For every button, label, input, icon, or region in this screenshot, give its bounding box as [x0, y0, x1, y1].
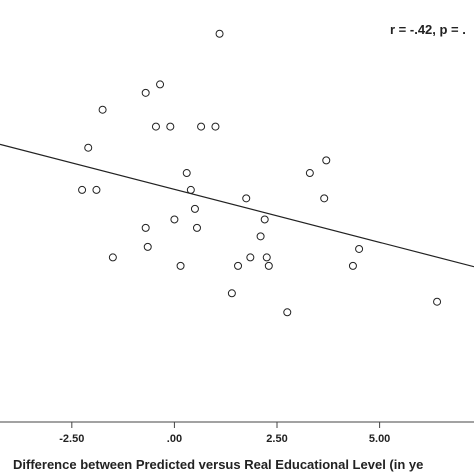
data-point: [92, 185, 101, 194]
data-point: [322, 156, 331, 165]
x-axis-title: Difference between Predicted versus Real…: [13, 457, 423, 472]
x-tick-label: 2.50: [266, 433, 287, 445]
data-point: [305, 169, 314, 178]
data-point: [264, 261, 273, 270]
data-point: [141, 88, 150, 97]
data-point: [348, 261, 357, 270]
data-point: [197, 122, 206, 131]
data-point: [98, 105, 107, 114]
data-point: [192, 223, 201, 232]
data-point: [433, 297, 442, 306]
correlation-annotation: r = -.42, p = .: [390, 22, 466, 37]
data-point: [260, 215, 269, 224]
data-point: [176, 261, 185, 270]
data-point: [170, 215, 179, 224]
data-point: [234, 261, 243, 270]
x-tick-label: .00: [167, 433, 182, 445]
data-point: [166, 122, 175, 131]
data-point: [242, 194, 251, 203]
data-point: [182, 169, 191, 178]
data-point: [320, 194, 329, 203]
data-points: [78, 29, 442, 317]
data-point: [256, 232, 265, 241]
data-point: [78, 185, 87, 194]
data-point: [283, 308, 292, 317]
data-point: [186, 185, 195, 194]
x-tick-label: -2.50: [59, 433, 84, 445]
data-point: [211, 122, 220, 131]
data-point: [215, 29, 224, 38]
x-tick-label: 5.00: [369, 433, 390, 445]
plot-area: [0, 0, 474, 422]
data-point: [227, 289, 236, 298]
data-point: [190, 204, 199, 213]
data-point: [84, 143, 93, 152]
data-point: [246, 253, 255, 262]
x-axis-ticks: -2.50.002.505.007: [59, 422, 390, 445]
data-point: [143, 242, 152, 251]
data-point: [355, 244, 364, 253]
data-point: [156, 80, 165, 89]
data-point: [141, 223, 150, 232]
regression-line: [0, 143, 474, 268]
data-point: [262, 253, 271, 262]
data-point: [108, 253, 117, 262]
data-point: [151, 122, 160, 131]
